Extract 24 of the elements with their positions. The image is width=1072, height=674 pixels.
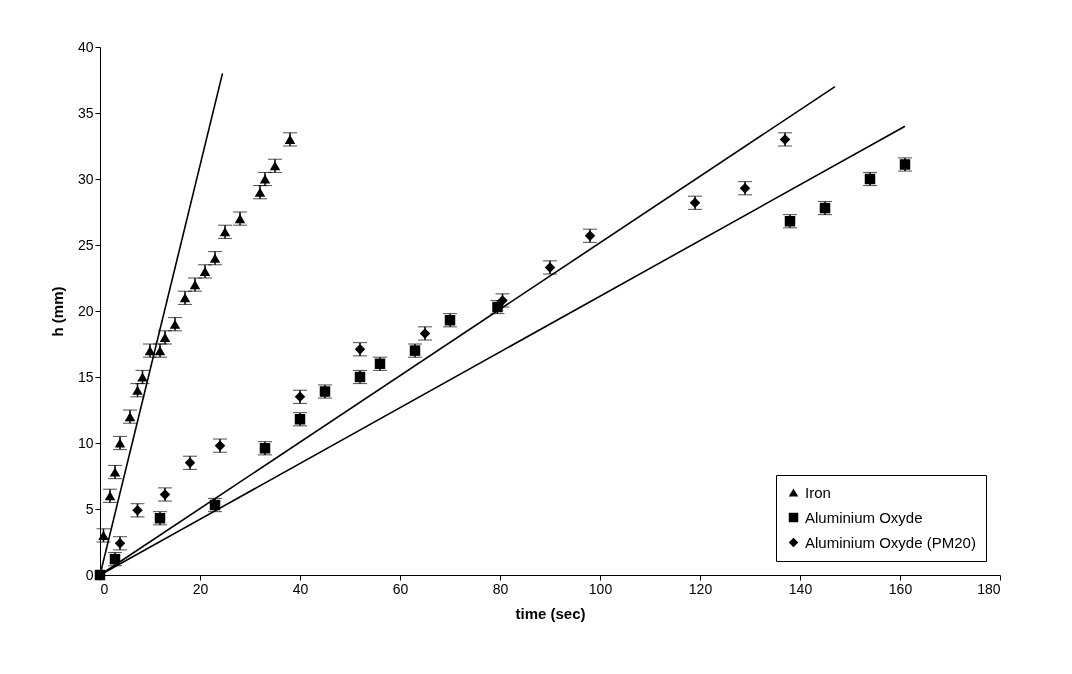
x-tick-label: 100 xyxy=(588,580,613,597)
legend-label: Aluminium Oxyde xyxy=(805,508,923,526)
y-tick-label: 40 xyxy=(77,38,94,55)
y-tick-label: 25 xyxy=(77,236,94,253)
x-tick-label: 20 xyxy=(192,580,209,597)
x-tick-label: 120 xyxy=(688,580,713,597)
x-tick-label: 60 xyxy=(392,580,409,597)
y-tick-label: 5 xyxy=(85,500,94,517)
x-tick-label: 180 xyxy=(977,580,1001,597)
y-axis-title: h (mm) xyxy=(48,286,66,337)
y-tick-label: 20 xyxy=(77,302,94,319)
y-tick-label: 0 xyxy=(85,566,94,583)
x-tick-label: 40 xyxy=(292,580,309,597)
y-tick-label: 35 xyxy=(77,104,94,121)
x-tick-label: 0 xyxy=(100,580,109,597)
legend-label: Iron xyxy=(805,483,831,501)
y-tick-label: 10 xyxy=(77,434,94,451)
x-tick-label: 140 xyxy=(788,580,813,597)
x-axis-title: time (sec) xyxy=(515,604,586,622)
legend-label: Aluminium Oxyde (PM20) xyxy=(805,533,976,551)
x-tick-label: 80 xyxy=(492,580,509,597)
y-tick-label: 15 xyxy=(77,368,94,385)
x-tick-label: 160 xyxy=(888,580,913,597)
y-tick-label: 30 xyxy=(77,170,94,187)
